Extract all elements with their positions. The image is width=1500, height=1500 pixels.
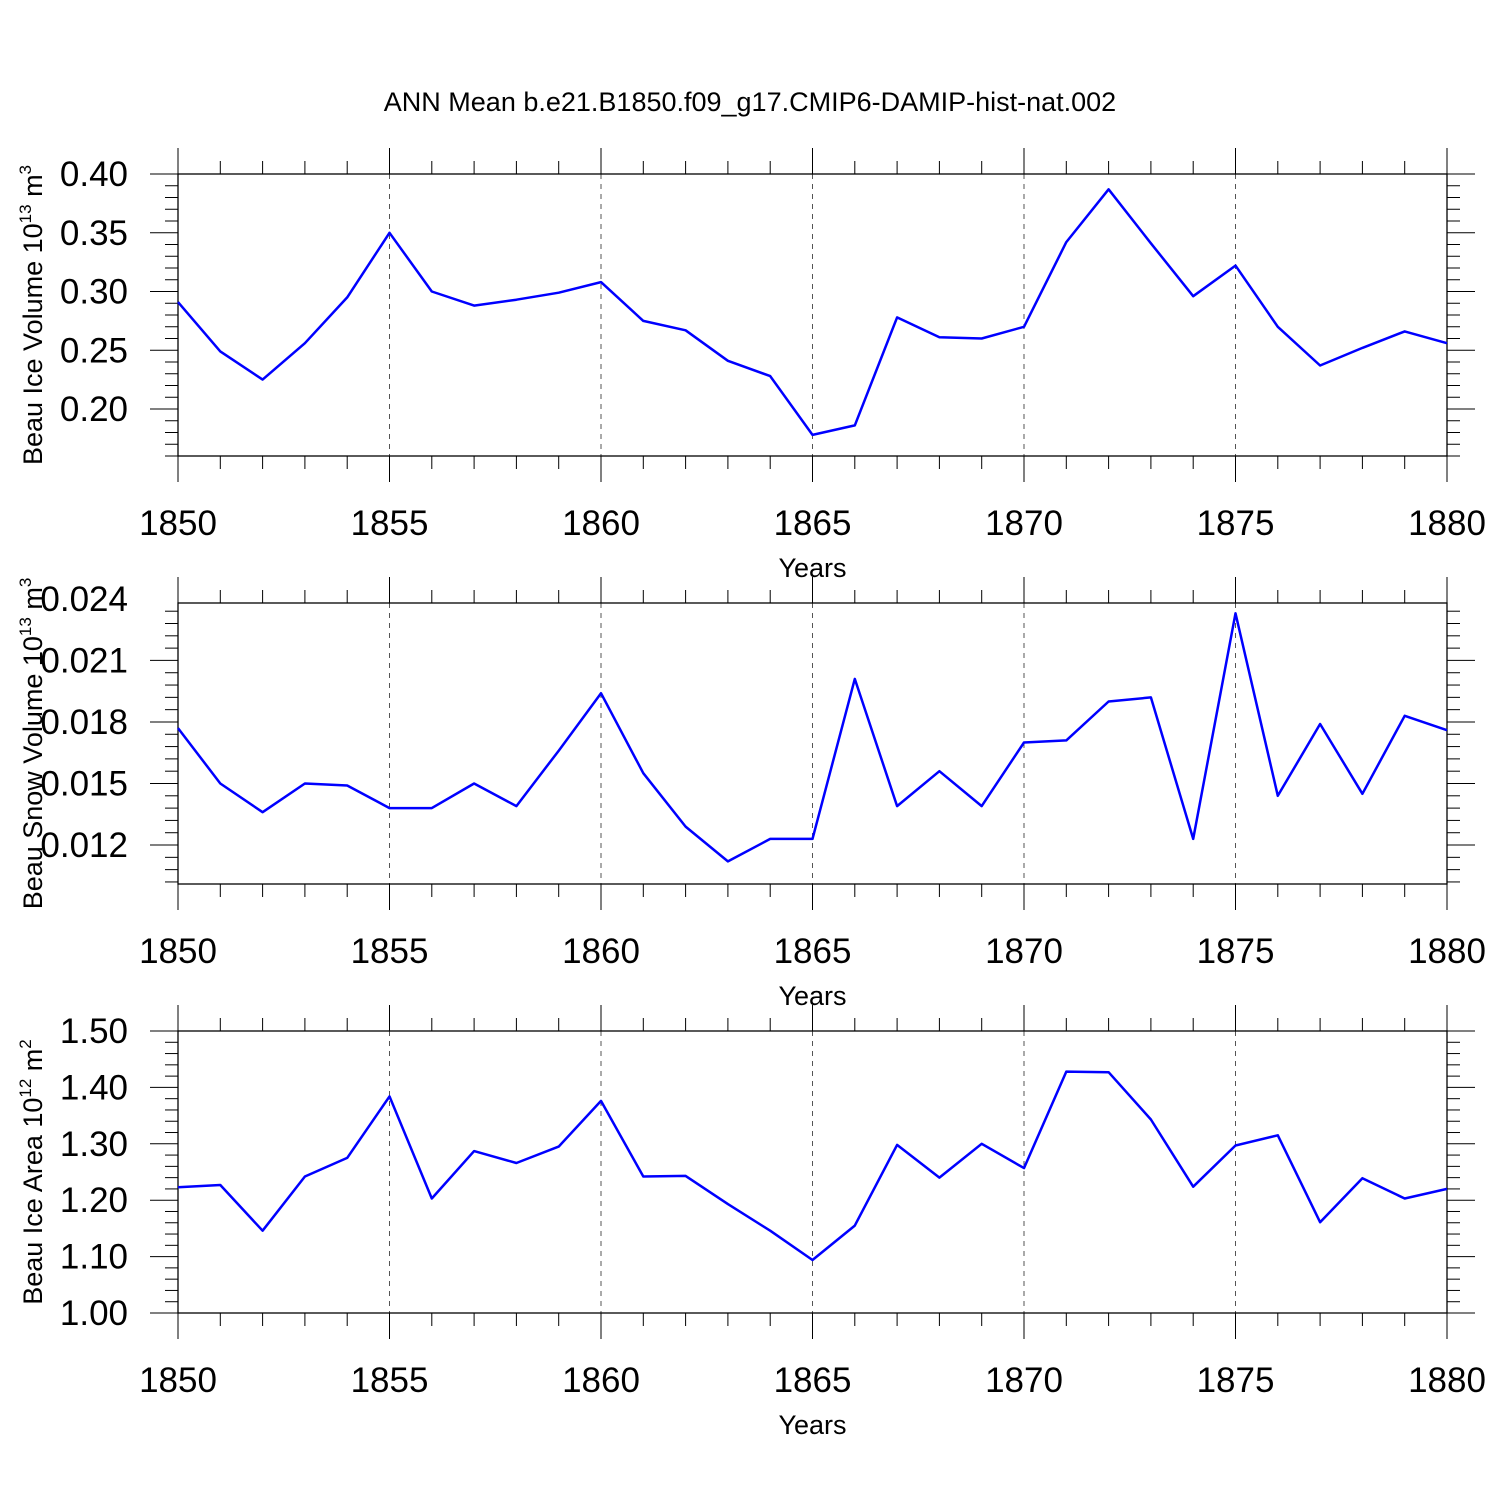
x-tick-label: 1860 <box>562 504 640 543</box>
y-axis-label-exponent: 13 <box>16 204 35 223</box>
y-tick-label: 1.10 <box>60 1238 128 1277</box>
y-tick-label: 0.20 <box>60 390 128 429</box>
panels-group: 1850 1855 1860 1865 1870 1875 1880 0.20 0.25 0.30… <box>16 148 1486 1440</box>
y-axis-label: Beau Snow Volume 1013 m3 <box>16 578 48 910</box>
x-tick-label: 1880 <box>1408 1361 1486 1400</box>
series-line <box>177 612 1448 863</box>
y-axis-label-unit: m <box>18 174 48 204</box>
series-line <box>177 1070 1448 1262</box>
y-axis-label-text: Beau Snow Volume 10 <box>18 636 48 909</box>
x-tick-label: 1855 <box>351 932 429 971</box>
y-tick-label: 0.021 <box>40 641 128 680</box>
panel-2: 1850 1855 1860 1865 1870 1875 1880 0.012 0.015 0.… <box>16 577 1486 1011</box>
x-tick-label: 1865 <box>774 932 852 971</box>
y-axis-label-unit-exponent: 3 <box>16 165 35 174</box>
y-axis-label-exponent: 12 <box>16 1079 35 1098</box>
chart-title: ANN Mean b.e21.B1850.f09_g17.CMIP6-DAMIP… <box>384 87 1116 117</box>
y-axis-label-exponent: 13 <box>16 617 35 636</box>
y-tick-label: 1.20 <box>60 1181 128 1220</box>
y-tick-label: 1.50 <box>60 1012 128 1051</box>
y-axis-label-unit: m <box>18 1049 48 1079</box>
y-tick-label: 0.024 <box>40 580 128 619</box>
x-tick-label: 1855 <box>351 504 429 543</box>
x-tick-label: 1865 <box>774 504 852 543</box>
x-tick-label: 1850 <box>139 932 217 971</box>
x-tick-label: 1860 <box>562 932 640 971</box>
x-tick-label: 1870 <box>985 1361 1063 1400</box>
y-tick-label: 0.35 <box>60 214 128 253</box>
y-tick-label: 1.00 <box>60 1294 128 1333</box>
y-tick-label: 0.018 <box>40 703 128 742</box>
x-tick-label: 1870 <box>985 504 1063 543</box>
y-tick-label: 0.30 <box>60 273 128 312</box>
panel-1: 1850 1855 1860 1865 1870 1875 1880 0.20 0.25 0.30… <box>16 148 1486 583</box>
y-axis-label-unit-exponent: 3 <box>16 578 35 587</box>
x-tick-label: 1865 <box>774 1361 852 1400</box>
y-axis-label: Beau Ice Area 1012 m2 <box>16 1039 48 1305</box>
x-tick-label: 1880 <box>1408 932 1486 971</box>
x-axis-label: Years <box>778 1410 846 1440</box>
x-tick-label: 1875 <box>1197 932 1275 971</box>
x-tick-label: 1880 <box>1408 504 1486 543</box>
y-axis-label-unit: m <box>18 587 48 617</box>
x-tick-label: 1855 <box>351 1361 429 1400</box>
y-axis-label-text: Beau Ice Area 10 <box>18 1098 48 1305</box>
x-tick-label: 1875 <box>1197 1361 1275 1400</box>
x-tick-label: 1860 <box>562 1361 640 1400</box>
x-tick-label: 1850 <box>139 504 217 543</box>
y-axis-label-unit-exponent: 2 <box>16 1039 35 1048</box>
y-tick-label: 1.40 <box>60 1068 128 1107</box>
y-tick-label: 0.015 <box>40 764 128 803</box>
y-axis-label-text: Beau Ice Volume 10 <box>18 223 48 465</box>
y-tick-label: 0.40 <box>60 155 128 194</box>
y-axis-label: Beau Ice Volume 1013 m3 <box>16 165 48 465</box>
x-tick-label: 1850 <box>139 1361 217 1400</box>
x-tick-label: 1875 <box>1197 504 1275 543</box>
y-tick-label: 1.30 <box>60 1125 128 1164</box>
series-line <box>177 188 1448 437</box>
y-tick-label: 0.25 <box>60 331 128 370</box>
panel-3: 1850 1855 1860 1865 1870 1875 1880 1.00 1.10 1.20… <box>16 1005 1486 1440</box>
y-tick-label: 0.012 <box>40 826 128 865</box>
x-tick-label: 1870 <box>985 932 1063 971</box>
